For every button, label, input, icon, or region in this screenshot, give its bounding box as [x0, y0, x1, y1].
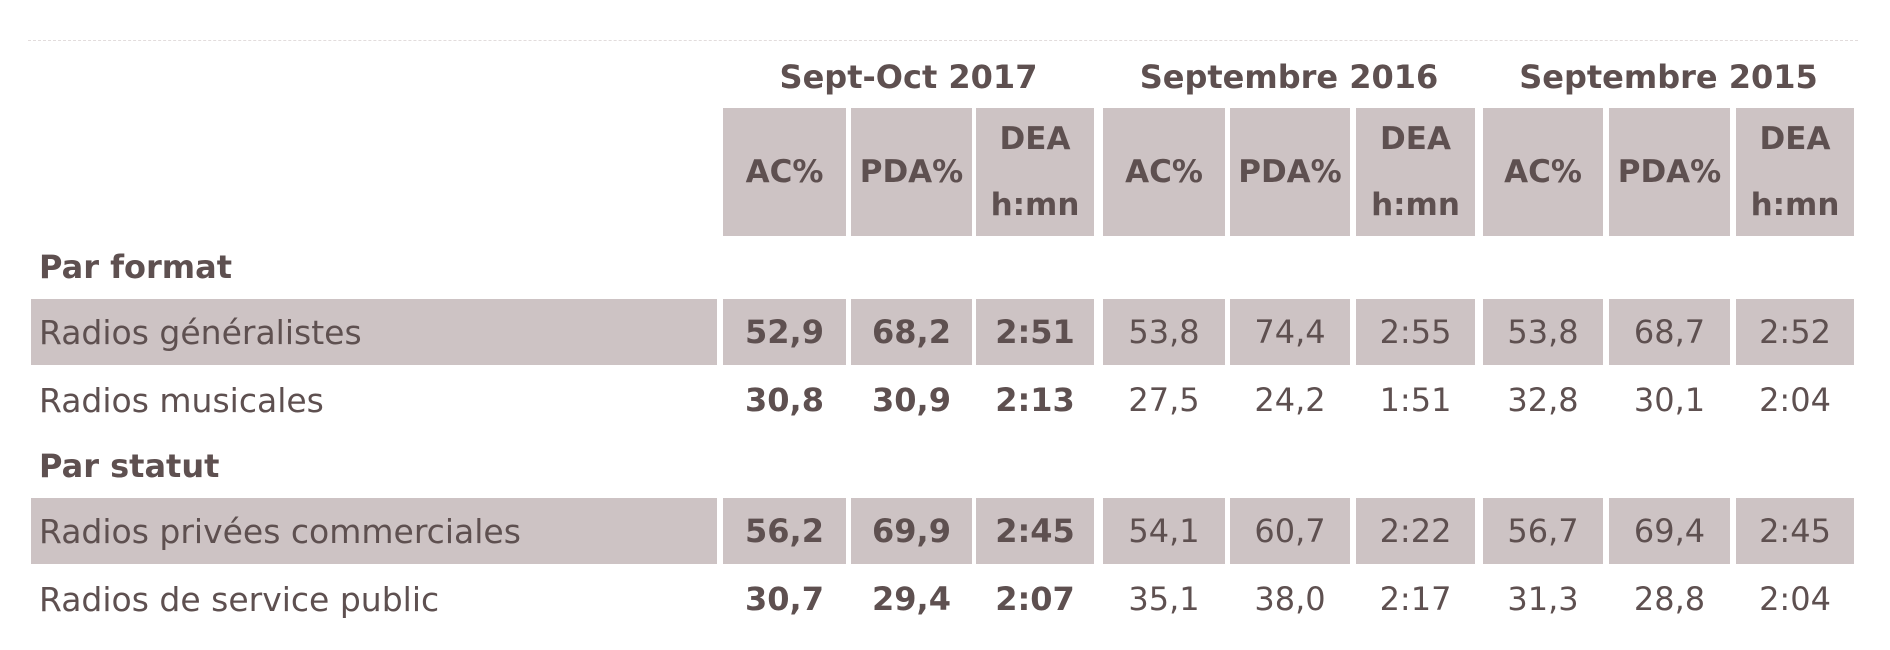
cell-value: 68,7 [1609, 299, 1730, 365]
section-title: Par format [39, 248, 233, 286]
cell-value: 2:17 [1379, 580, 1452, 618]
cell-value: 24,2 [1254, 381, 1326, 419]
cell-value: 2:04 [1759, 381, 1831, 419]
cell-value: 38,0 [1254, 580, 1326, 618]
cell-value: 1:51 [1379, 381, 1452, 419]
column-header: AC% [1483, 108, 1603, 236]
cell-value: 30,8 [745, 381, 824, 419]
column-header: PDA% [851, 108, 972, 236]
cell-value: 2:52 [1736, 299, 1854, 365]
cell-value: 69,9 [851, 498, 972, 564]
cell-value: 2:13 [995, 381, 1075, 419]
cell-value: 60,7 [1230, 498, 1350, 564]
cell-value: 2:51 [976, 299, 1094, 365]
section-title: Par statut [39, 447, 220, 485]
cell-value: 68,2 [851, 299, 972, 365]
cell-value: 69,4 [1609, 498, 1730, 564]
cell-value: 53,8 [1103, 299, 1225, 365]
cell-value: 52,9 [723, 299, 846, 365]
column-header: PDA% [1230, 108, 1350, 236]
group-header: Septembre 2016 [1139, 58, 1439, 96]
cell-value: 54,1 [1103, 498, 1225, 564]
cell-value: 31,3 [1507, 580, 1579, 618]
row-label: Radios de service public [39, 579, 440, 619]
column-header: AC% [723, 108, 846, 236]
cell-value: 30,9 [872, 381, 951, 419]
column-header: DEA h:mn [976, 108, 1094, 236]
top-rule [28, 40, 1858, 41]
cell-value: 27,5 [1128, 381, 1200, 419]
cell-value: 35,1 [1128, 580, 1200, 618]
column-header: DEA h:mn [1736, 108, 1854, 236]
cell-value: 2:45 [976, 498, 1094, 564]
row-label: Radios privées commerciales [31, 498, 717, 564]
row-label: Radios musicales [39, 380, 324, 420]
row-label: Radios généralistes [31, 299, 717, 365]
cell-value: 29,4 [872, 580, 951, 618]
group-header: Septembre 2015 [1519, 58, 1818, 96]
cell-value: 2:45 [1736, 498, 1854, 564]
column-header: PDA% [1609, 108, 1730, 236]
cell-value: 56,7 [1483, 498, 1603, 564]
cell-value: 2:22 [1356, 498, 1475, 564]
cell-value: 53,8 [1483, 299, 1603, 365]
column-header: DEA h:mn [1356, 108, 1475, 236]
cell-value: 56,2 [723, 498, 846, 564]
group-header: Sept-Oct 2017 [779, 58, 1038, 96]
cell-value: 2:07 [995, 580, 1075, 618]
cell-value: 32,8 [1507, 381, 1579, 419]
cell-value: 30,7 [745, 580, 824, 618]
cell-value: 2:04 [1759, 580, 1831, 618]
cell-value: 28,8 [1633, 580, 1706, 618]
cell-value: 2:55 [1356, 299, 1475, 365]
column-header: AC% [1103, 108, 1225, 236]
cell-value: 74,4 [1230, 299, 1350, 365]
cell-value: 30,1 [1633, 381, 1706, 419]
